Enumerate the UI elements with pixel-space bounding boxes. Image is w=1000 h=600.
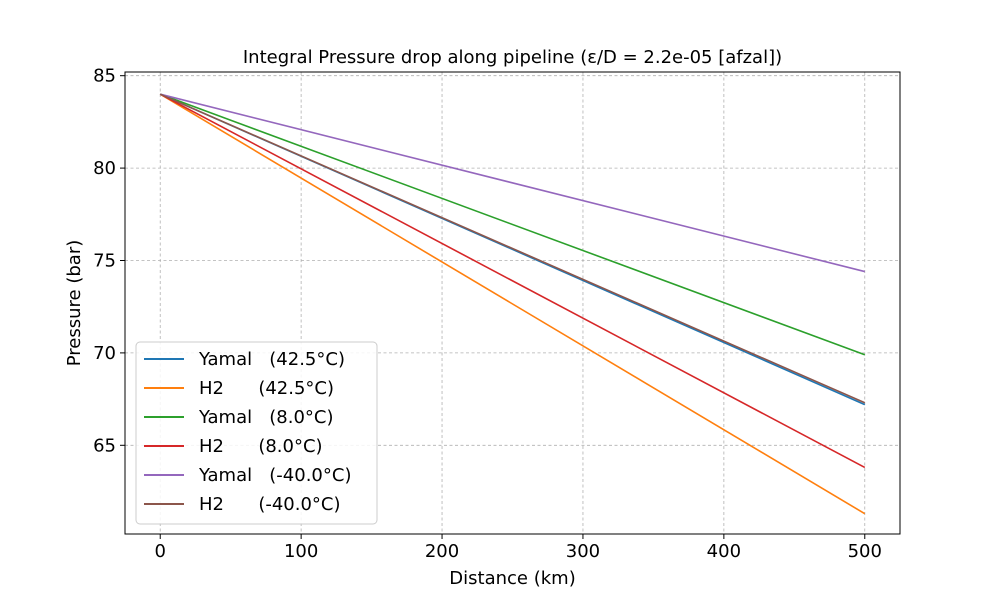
y-axis-label: Pressure (bar): [64, 240, 85, 366]
axis-ticks: 0 100 200 300 400 500 65 70 75 80 85: [93, 66, 882, 562]
legend-box: [135, 341, 378, 525]
legend-entry-label: H2 (8.0°C): [199, 436, 323, 457]
y-tick-label: 85: [93, 66, 116, 87]
y-tick-label: 65: [93, 435, 116, 456]
series-line: [159, 93, 866, 515]
x-axis-label: Distance (km): [449, 568, 575, 589]
legend: Yamal (42.5°C) H2 (42.5°C) Yamal (8.0°C) H2…: [135, 341, 378, 525]
series-line: [159, 93, 866, 469]
x-tick-label: 200: [425, 541, 459, 562]
y-tick-label: 70: [93, 343, 116, 364]
plot-frame: [124, 71, 901, 535]
x-tick-label: 300: [566, 541, 600, 562]
legend-entry-label: Yamal (-40.0°C): [198, 465, 351, 486]
legend-entry-label: Yamal (8.0°C): [198, 407, 334, 428]
series-line: [159, 93, 866, 404]
x-tick-label: 100: [284, 541, 318, 562]
x-tick-label: 0: [155, 541, 166, 562]
x-tick-label: 500: [848, 541, 882, 562]
series-lines: [159, 93, 866, 515]
y-tick-label: 80: [93, 158, 116, 179]
chart-title: Integral Pressure drop along pipeline (ε…: [243, 47, 782, 68]
y-tick-label: 75: [93, 250, 116, 271]
series-line: [159, 93, 866, 356]
legend-entry-label: Yamal (42.5°C): [198, 349, 345, 370]
x-tick-label: 400: [707, 541, 741, 562]
series-line: [160, 93, 865, 273]
legend-entry-label: H2 (42.5°C): [199, 378, 334, 399]
legend-entry-label: H2 (-40.0°C): [199, 494, 341, 515]
